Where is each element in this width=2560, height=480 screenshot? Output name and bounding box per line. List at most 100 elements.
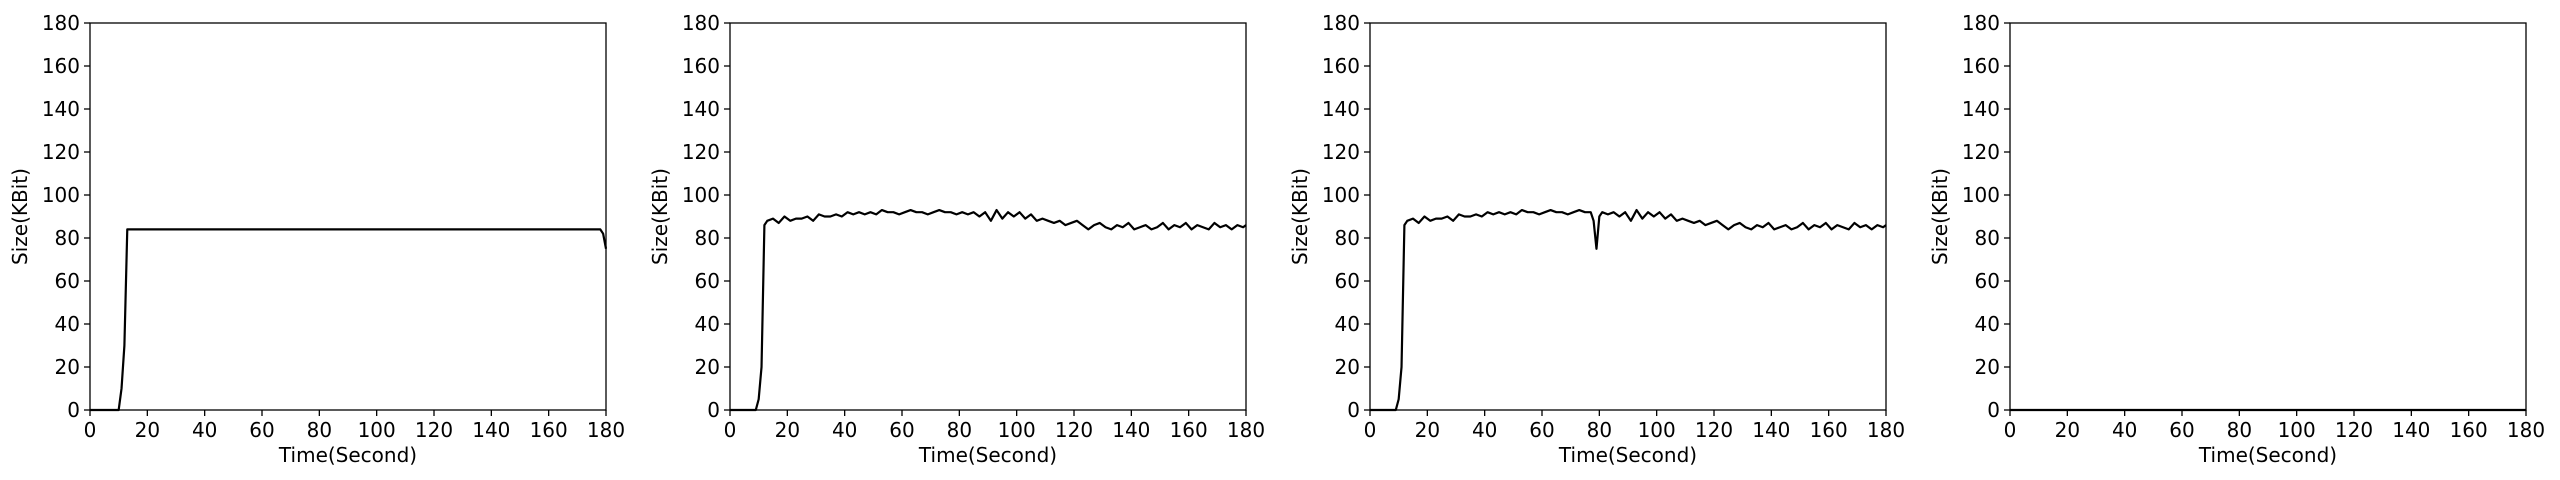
y-tick-label: 120 (1322, 140, 1360, 164)
x-tick-label: 20 (1415, 418, 1440, 442)
y-tick-label: 120 (42, 140, 80, 164)
y-tick-label: 60 (55, 269, 80, 293)
y-tick-label: 40 (695, 312, 720, 336)
x-tick-label: 140 (472, 418, 510, 442)
y-tick-label: 40 (1975, 312, 2000, 336)
x-tick-label: 180 (1227, 418, 1265, 442)
y-tick-label: 0 (67, 398, 80, 422)
x-axis-label: Time(Second) (1558, 443, 1697, 467)
y-tick-label: 20 (695, 355, 720, 379)
y-tick-label: 100 (1322, 183, 1360, 207)
y-axis-label: Size(KBit) (8, 168, 32, 265)
y-tick-label: 120 (682, 140, 720, 164)
y-tick-label: 180 (1962, 11, 2000, 35)
series-line (730, 208, 1247, 412)
x-tick-label: 80 (947, 418, 972, 442)
x-tick-label: 60 (249, 418, 274, 442)
x-tick-label: 160 (530, 418, 568, 442)
y-tick-label: 160 (1962, 54, 2000, 78)
y-axis-label: Size(KBit) (1928, 168, 1952, 265)
plot-frame (89, 22, 607, 411)
x-tick-label: 0 (1364, 418, 1377, 442)
y-tick-label: 80 (695, 226, 720, 250)
y-tick-label: 180 (1322, 11, 1360, 35)
x-tick-label: 100 (2278, 418, 2316, 442)
plot-frame (2009, 22, 2527, 411)
x-tick-label: 80 (307, 418, 332, 442)
x-tick-label: 60 (1529, 418, 1554, 442)
x-tick-label: 0 (84, 418, 97, 442)
x-tick-label: 40 (192, 418, 217, 442)
x-axis-label: Time(Second) (2198, 443, 2337, 467)
x-tick-label: 20 (2055, 418, 2080, 442)
plot-frame (729, 22, 1247, 411)
x-tick-label: 160 (1810, 418, 1848, 442)
x-tick-label: 100 (998, 418, 1036, 442)
y-tick-label: 40 (1335, 312, 1360, 336)
x-tick-label: 0 (2004, 418, 2017, 442)
x-tick-label: 40 (2112, 418, 2137, 442)
y-tick-label: 60 (1335, 269, 1360, 293)
x-tick-label: 140 (1752, 418, 1790, 442)
y-tick-label: 20 (55, 355, 80, 379)
y-tick-label: 40 (55, 312, 80, 336)
x-tick-label: 120 (2335, 418, 2373, 442)
y-tick-label: 0 (1987, 398, 2000, 422)
x-tick-label: 120 (415, 418, 453, 442)
y-tick-label: 60 (695, 269, 720, 293)
y-tick-label: 180 (682, 11, 720, 35)
y-tick-label: 80 (1335, 226, 1360, 250)
y-tick-label: 100 (682, 183, 720, 207)
y-tick-label: 140 (682, 97, 720, 121)
y-tick-label: 0 (1347, 398, 1360, 422)
y-tick-label: 160 (682, 54, 720, 78)
chart-2: 0 20 40 60 80 100 120 140 160 180 0 20 40 60 80 100 120 1… (648, 11, 1265, 467)
x-tick-label: 60 (2169, 418, 2194, 442)
y-tick-label: 100 (42, 183, 80, 207)
chart-4: 0 20 40 60 80 100 120 140 160 180 0 20 40 60 80 100 120 1… (1928, 11, 2545, 467)
chart-3: 0 20 40 60 80 100 120 140 160 180 0 20 40 60 80 100 120 1… (1288, 11, 1905, 467)
x-tick-label: 120 (1055, 418, 1093, 442)
x-axis-label: Time(Second) (918, 443, 1057, 467)
x-tick-label: 100 (358, 418, 396, 442)
x-tick-label: 180 (587, 418, 625, 442)
y-axis-label: Size(KBit) (648, 168, 672, 265)
y-tick-label: 180 (42, 11, 80, 35)
x-tick-label: 20 (775, 418, 800, 442)
y-tick-label: 160 (1322, 54, 1360, 78)
x-tick-label: 160 (1170, 418, 1208, 442)
y-tick-label: 140 (1322, 97, 1360, 121)
x-tick-label: 100 (1638, 418, 1676, 442)
chart-1: 0 20 40 60 80 100 120 140 160 180 0 20 40 60 80 100 120 1… (8, 11, 625, 467)
y-tick-label: 80 (1975, 226, 2000, 250)
y-tick-label: 80 (55, 226, 80, 250)
x-tick-label: 60 (889, 418, 914, 442)
x-tick-label: 140 (2392, 418, 2430, 442)
x-tick-label: 0 (724, 418, 737, 442)
y-tick-label: 160 (42, 54, 80, 78)
x-axis-label: Time(Second) (278, 443, 417, 467)
y-tick-label: 20 (1975, 355, 2000, 379)
x-tick-label: 80 (2227, 418, 2252, 442)
x-tick-label: 140 (1112, 418, 1150, 442)
x-tick-label: 20 (135, 418, 160, 442)
x-tick-label: 180 (1867, 418, 1905, 442)
x-tick-label: 120 (1695, 418, 1733, 442)
x-tick-label: 80 (1587, 418, 1612, 442)
y-tick-label: 60 (1975, 269, 2000, 293)
y-tick-label: 140 (42, 97, 80, 121)
y-axis-label: Size(KBit) (1288, 168, 1312, 265)
x-tick-label: 160 (2450, 418, 2488, 442)
x-tick-label: 40 (832, 418, 857, 442)
series-line (1370, 208, 1887, 412)
y-tick-label: 100 (1962, 183, 2000, 207)
y-tick-label: 120 (1962, 140, 2000, 164)
y-tick-label: 140 (1962, 97, 2000, 121)
plot-frame (1369, 22, 1887, 411)
y-tick-label: 20 (1335, 355, 1360, 379)
x-tick-label: 180 (2507, 418, 2545, 442)
series-line (90, 228, 608, 412)
x-tick-label: 40 (1472, 418, 1497, 442)
y-tick-label: 0 (707, 398, 720, 422)
